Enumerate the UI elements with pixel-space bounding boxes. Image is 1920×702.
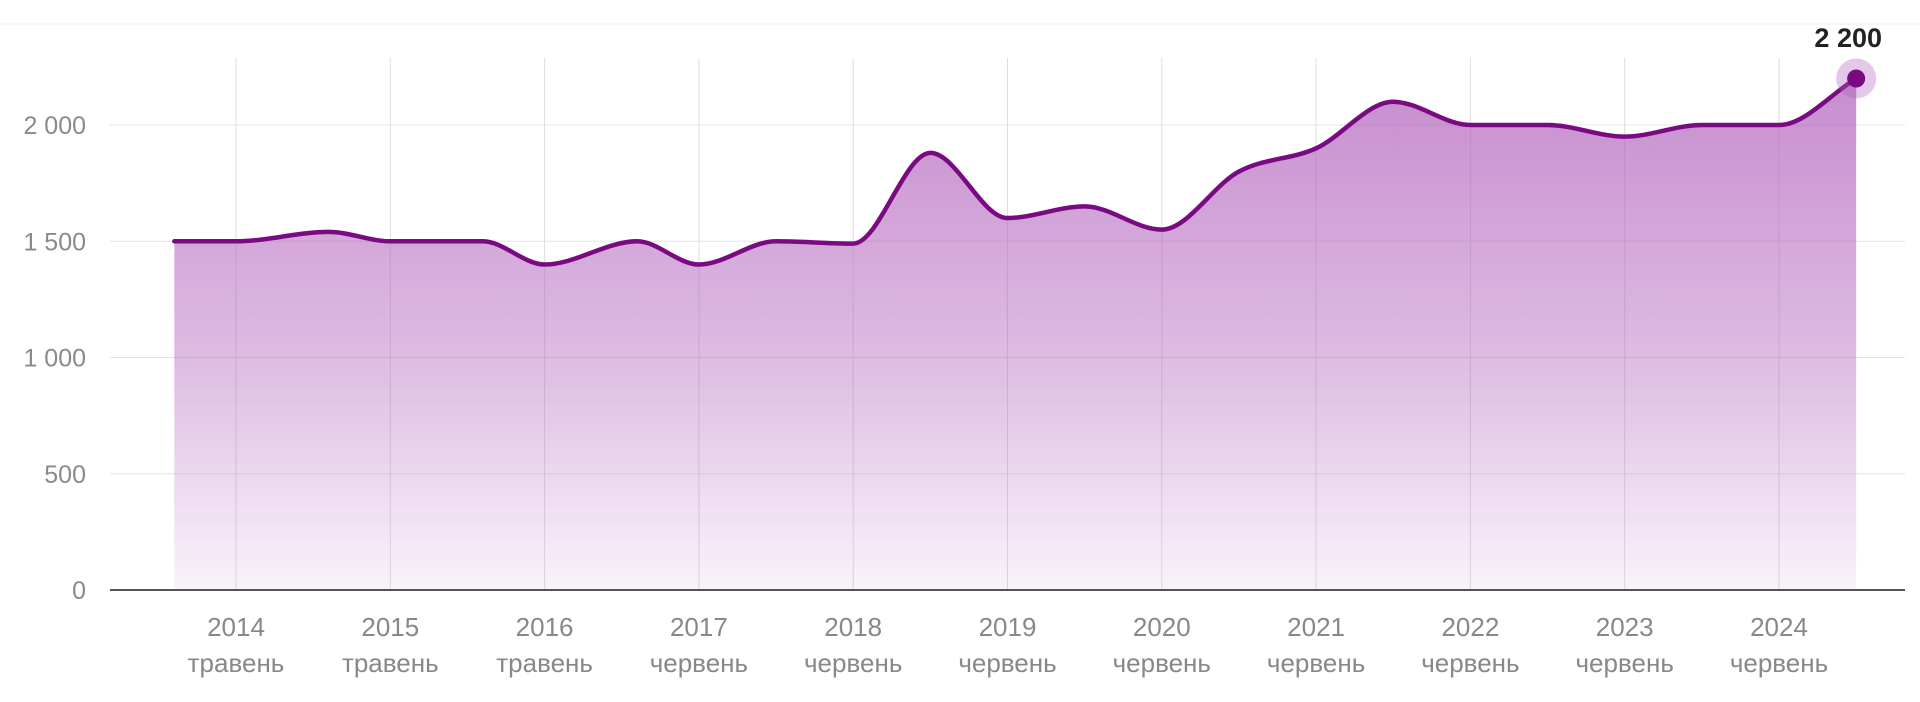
- y-tick-label: 0: [72, 577, 86, 605]
- y-axis-tick-labels: 0 500 1 000 1 500 2 000: [23, 112, 86, 605]
- y-tick-label: 1 500: [23, 228, 86, 256]
- x-axis-tick-labels: 2014 травень 2015 травень 2016 травень 2017 чер…: [188, 612, 1829, 678]
- end-point-value-label: 2 200: [1814, 23, 1882, 53]
- x-tick-year-label: 2021: [1287, 612, 1345, 642]
- y-tick-label: 2 000: [23, 112, 86, 140]
- x-tick-month-label: червень: [1267, 648, 1365, 678]
- x-tick-year-label: 2018: [824, 612, 882, 642]
- x-tick-year-label: 2016: [516, 612, 574, 642]
- x-tick-year-label: 2019: [979, 612, 1037, 642]
- y-tick-label: 1 000: [23, 345, 86, 373]
- x-tick-month-label: травень: [342, 648, 439, 678]
- x-tick-year-label: 2017: [670, 612, 728, 642]
- x-tick-year-label: 2015: [361, 612, 419, 642]
- x-tick-year-label: 2014: [207, 612, 265, 642]
- y-tick-label: 500: [44, 461, 86, 489]
- x-tick-year-label: 2023: [1596, 612, 1654, 642]
- x-tick-month-label: червень: [1576, 648, 1674, 678]
- x-tick-month-label: червень: [1421, 648, 1519, 678]
- x-tick-month-label: червень: [650, 648, 748, 678]
- x-tick-month-label: червень: [804, 648, 902, 678]
- area-fill: [174, 78, 1857, 589]
- end-point-marker: [1847, 69, 1866, 88]
- series-line: [172, 76, 1859, 267]
- x-tick-month-label: червень: [1730, 648, 1828, 678]
- x-tick-month-label: травень: [188, 648, 285, 678]
- x-tick-year-label: 2020: [1133, 612, 1191, 642]
- x-tick-year-label: 2024: [1750, 612, 1808, 642]
- x-tick-month-label: травень: [496, 648, 593, 678]
- x-tick-month-label: червень: [958, 648, 1056, 678]
- x-tick-month-label: червень: [1113, 648, 1211, 678]
- x-tick-year-label: 2022: [1441, 612, 1499, 642]
